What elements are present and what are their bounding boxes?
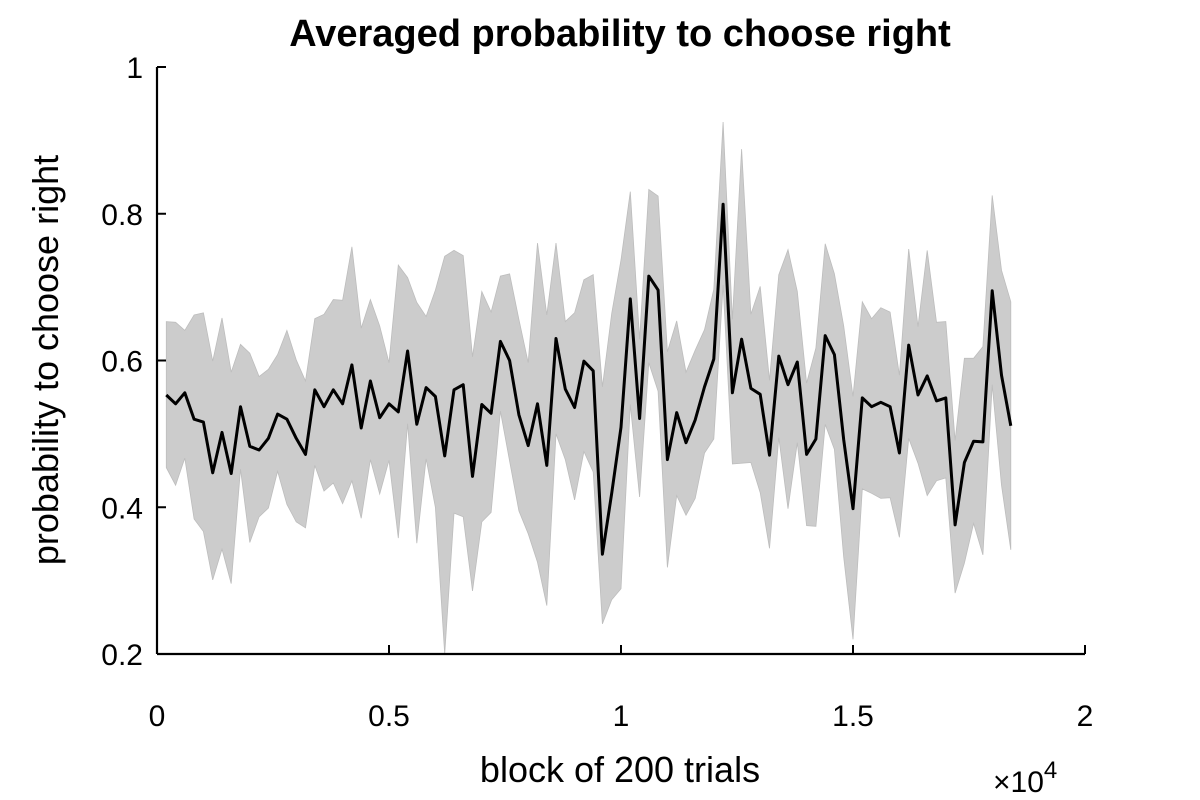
x-multiplier-exponent: 4: [1044, 757, 1057, 784]
x-multiplier-base: ×10: [993, 766, 1044, 799]
y-tick-label: 0.6: [101, 346, 143, 379]
x-axis-multiplier: ×104: [993, 757, 1057, 799]
y-tick-label: 0.2: [101, 639, 143, 672]
x-tick-label: 0.5: [368, 700, 410, 733]
x-tick-label: 0: [149, 700, 166, 733]
confidence-band-layer: [165, 121, 1012, 655]
mean-line: [165, 202, 1013, 556]
x-axis-label: block of 200 trials: [480, 749, 760, 790]
x-tick-label: 2: [1077, 700, 1094, 733]
mean-line-layer: [165, 202, 1013, 556]
y-tick-label: 0.8: [101, 199, 143, 232]
confidence-band: [165, 121, 1012, 655]
y-axis-label: probability to choose right: [25, 155, 66, 565]
y-tick-label: 1: [126, 52, 143, 85]
chart-title: Averaged probability to choose right: [289, 13, 951, 55]
y-tick-label: 0.4: [101, 492, 143, 525]
x-tick-label: 1.5: [832, 700, 874, 733]
x-ticks: 0 0.5 1 1.5 2: [149, 645, 1094, 733]
y-ticks: 0.2 0.4 0.6 0.8 1: [101, 52, 166, 672]
x-tick-label: 1: [613, 700, 630, 733]
